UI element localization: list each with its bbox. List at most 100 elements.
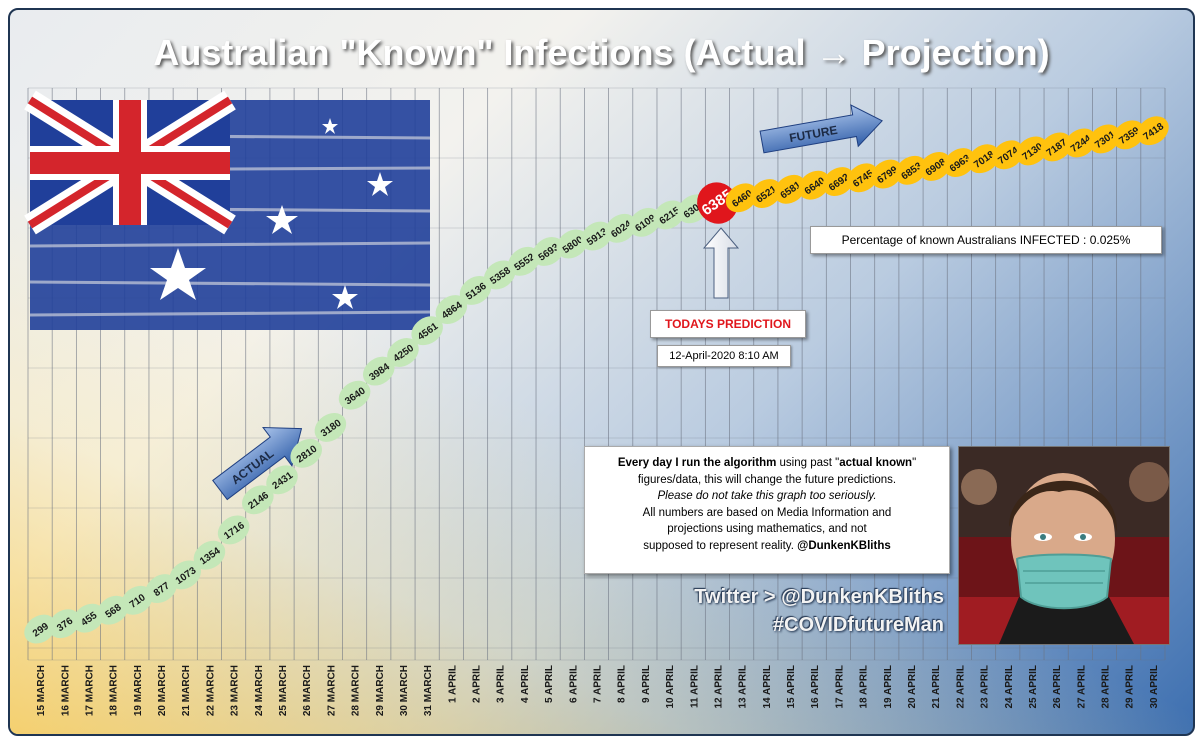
percentage-infected-box: Percentage of known Australians INFECTED…: [810, 226, 1162, 254]
actual-point: 877: [145, 574, 177, 604]
actual-point: 2810: [290, 438, 322, 468]
twitter-handle: Twitter > @DunkenKBliths: [694, 586, 944, 608]
x-tick-label: 17 MARCH: [84, 665, 95, 716]
future-point: 7130: [1016, 136, 1048, 166]
actual-point: 6024: [604, 213, 637, 243]
point-marker: [532, 237, 564, 266]
x-tick-label: 18 APRIL: [859, 665, 870, 709]
info-line2: figures/data, this will change the futur…: [637, 473, 897, 486]
point-marker: [242, 485, 274, 515]
actual-point: 5358: [483, 260, 516, 290]
x-tick-label: 24 APRIL: [1004, 665, 1015, 709]
point-marker: [1016, 136, 1048, 166]
x-tick-label: 21 MARCH: [181, 665, 192, 716]
x-tick-label: 1 APRIL: [447, 665, 458, 703]
future-point: 7359: [1112, 120, 1145, 150]
x-tick-label: 10 APRIL: [665, 665, 676, 709]
actual-point: 6215: [653, 200, 685, 230]
info-line1-bold2: actual known: [839, 457, 913, 469]
x-axis-labels: 15 MARCH 16 MARCH 17 MARCH 18 MARCH 19 MARCH…: [36, 665, 1160, 716]
point-marker: [774, 174, 806, 204]
point-marker: [290, 438, 322, 468]
x-tick-label: 19 APRIL: [883, 665, 894, 709]
point-marker: [846, 163, 879, 193]
point-marker: [871, 159, 903, 189]
series-points: 299 376 455 5687108771073135417162146243128…: [24, 116, 1169, 644]
point-marker: [217, 515, 250, 545]
future-point: 6799: [871, 159, 903, 189]
point-marker: [411, 316, 443, 346]
future-point: 7244: [1064, 128, 1097, 158]
point-marker: [169, 560, 202, 590]
x-tick-label: 26 MARCH: [302, 665, 313, 716]
point-marker: [556, 229, 589, 259]
point-marker: [508, 246, 540, 276]
point-marker: [48, 609, 81, 639]
point-marker: [967, 144, 1000, 174]
x-tick-label: 31 MARCH: [423, 665, 434, 716]
x-tick-label: 14 APRIL: [762, 665, 773, 709]
info-line6-b: @DunkenKBliths: [797, 539, 891, 552]
point-marker: [338, 380, 371, 410]
actual-point: 5800: [556, 229, 589, 259]
actual-point: 3180: [314, 412, 347, 442]
masked-man-photo: [958, 446, 1170, 645]
point-marker: [629, 207, 661, 237]
info-line3: Please do not take this graph too seriou…: [657, 490, 877, 502]
x-tick-label: 9 APRIL: [641, 665, 652, 703]
x-tick-label: 20 MARCH: [157, 665, 168, 716]
todays-prediction-box: TODAYS PREDICTION: [650, 310, 806, 338]
info-line1-bold: Every day I run the algorithm: [617, 457, 777, 469]
future-point: 6853: [895, 155, 927, 185]
x-tick-label: 8 APRIL: [617, 665, 628, 703]
actual-point: 568: [96, 595, 129, 625]
x-tick-label: 23 MARCH: [230, 665, 241, 716]
actual-point: 1073: [169, 560, 202, 590]
x-tick-label: 7 APRIL: [593, 665, 604, 703]
point-marker: [1137, 116, 1169, 146]
x-tick-label: 29 MARCH: [375, 665, 386, 716]
point-marker: [653, 200, 685, 230]
actual-point: 1716: [217, 515, 250, 545]
x-tick-label: 29 APRIL: [1125, 665, 1136, 709]
point-marker: [1064, 128, 1097, 158]
point-marker: [725, 183, 758, 213]
x-tick-label: 22 APRIL: [955, 665, 966, 709]
future-point: 6692: [822, 167, 855, 196]
point-marker: [697, 182, 738, 224]
future-point: 7074: [991, 140, 1024, 170]
future-point: 7418: [1137, 116, 1169, 146]
point-marker: [459, 276, 492, 305]
point-marker: [991, 140, 1024, 170]
x-tick-label: 26 APRIL: [1052, 665, 1063, 709]
point-marker: [193, 540, 226, 570]
chart-svg: ACTUAL FUTURE 299 376 455 56871087710731354…: [24, 87, 1169, 716]
point-marker: [750, 179, 782, 208]
info-line1-rest: using past ": [776, 457, 840, 469]
info-line5: projections using mathematics, and not: [667, 523, 867, 535]
x-tick-label: 30 APRIL: [1149, 665, 1160, 709]
point-marker: [145, 574, 177, 604]
point-marker: [266, 465, 298, 495]
chart-frame: Australian "Known" Infections (Actual → …: [8, 8, 1195, 736]
x-tick-label: 15 APRIL: [786, 665, 797, 709]
point-marker: [72, 603, 105, 633]
hashtag: #COVIDfutureMan: [772, 614, 944, 636]
point-marker: [798, 170, 831, 200]
x-tick-label: 6 APRIL: [568, 665, 579, 703]
actual-point: 710: [121, 585, 153, 615]
x-tick-label: 25 MARCH: [278, 665, 289, 716]
actual-point: 5913: [580, 221, 613, 251]
point-marker: [24, 614, 56, 644]
info-line4: All numbers are based on Media Informati…: [642, 506, 892, 519]
x-tick-label: 24 MARCH: [254, 665, 265, 716]
x-tick-label: 19 MARCH: [133, 665, 144, 716]
point-marker: [1112, 120, 1145, 150]
point-marker: [943, 148, 976, 178]
point-marker: [121, 585, 153, 615]
point-marker: [580, 221, 613, 251]
info-line6-a: supposed to represent reality.: [643, 539, 798, 552]
future-point: 7301: [1088, 124, 1121, 154]
australian-flag-image: [24, 90, 431, 330]
actual-point: 4864: [435, 295, 468, 324]
